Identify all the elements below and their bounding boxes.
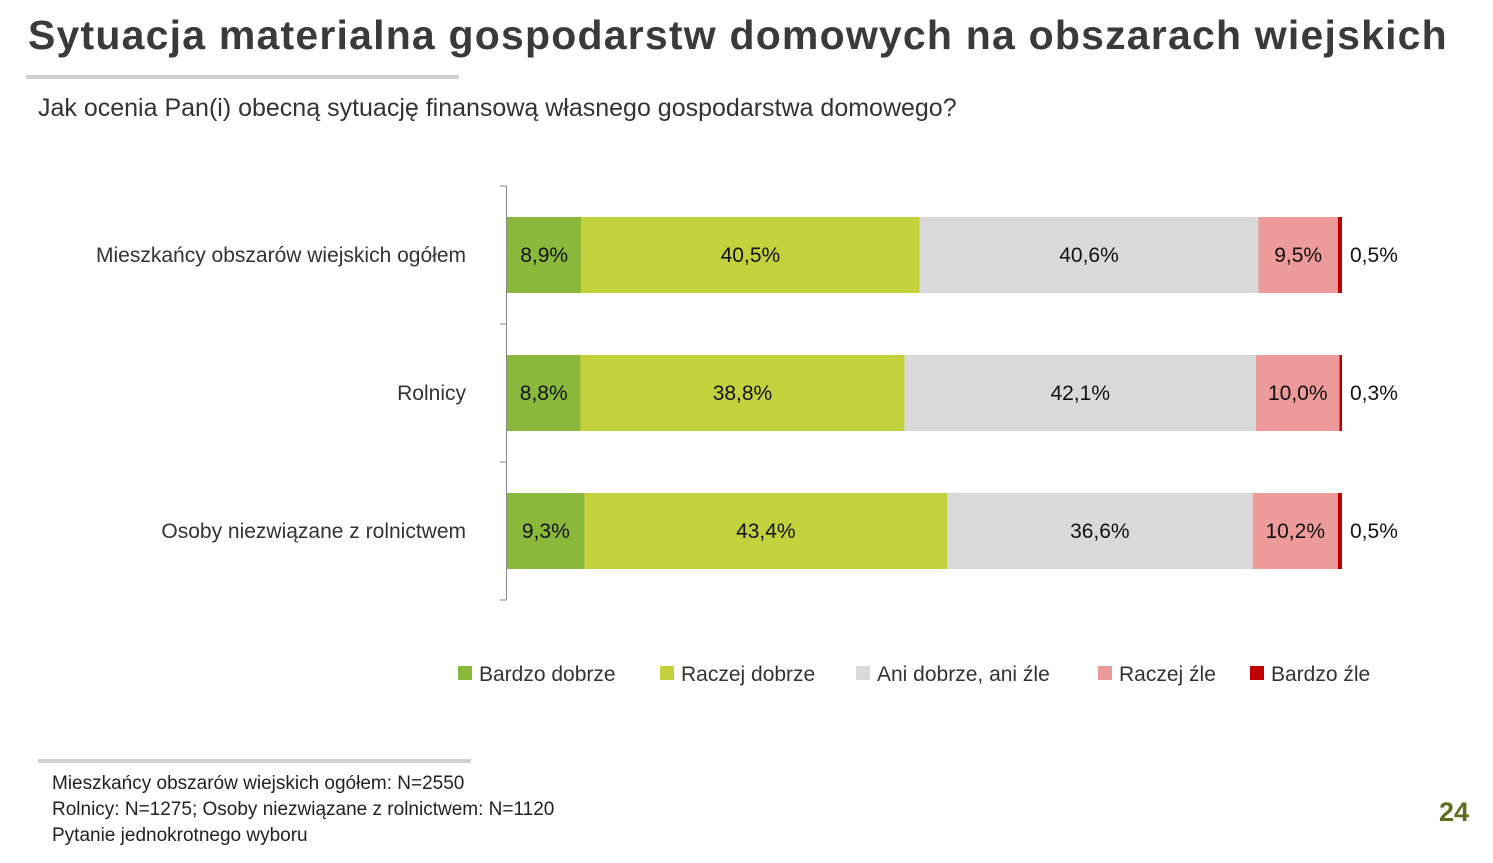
data-label: 36,6% xyxy=(1070,520,1130,543)
data-label: 40,5% xyxy=(721,244,781,267)
bar-segment-raczej-dobrze xyxy=(584,493,948,569)
data-label: 8,8% xyxy=(520,382,568,405)
bar-segment-bardzo-dobrze xyxy=(507,355,581,431)
footer-note-2: Rolnicy: N=1275; Osoby niezwiązane z rol… xyxy=(52,799,555,820)
footer-divider xyxy=(38,759,471,763)
question-subtitle: Jak ocenia Pan(i) obecną sytuację finans… xyxy=(38,94,957,122)
legend-label: Raczej dobrze xyxy=(681,663,815,686)
bar-segment-raczej-le xyxy=(1258,217,1338,293)
bar-segment-ani-dobrze-ani-le xyxy=(947,493,1253,569)
bar-segment-bardzo-le xyxy=(1337,217,1342,293)
bar-segment-ani-dobrze-ani-le xyxy=(904,355,1256,431)
bar-segment-ani-dobrze-ani-le xyxy=(919,217,1259,293)
data-label: 0,5% xyxy=(1350,520,1398,543)
data-label: 38,8% xyxy=(713,382,773,405)
data-label: 0,5% xyxy=(1350,244,1398,267)
bar-segment-bardzo-dobrze xyxy=(507,493,585,569)
data-label: 8,9% xyxy=(520,244,568,267)
legend-label: Bardzo dobrze xyxy=(479,663,616,686)
category-label: Osoby niezwiązane z rolnictwem xyxy=(161,520,466,543)
category-label: Mieszkańcy obszarów wiejskich ogółem xyxy=(96,244,466,267)
title-divider xyxy=(26,75,459,79)
data-label: 10,0% xyxy=(1268,382,1328,405)
data-label: 9,3% xyxy=(522,520,570,543)
bar-segment-bardzo-le xyxy=(1339,355,1342,431)
data-label: 43,4% xyxy=(736,520,796,543)
legend-label: Raczej źle xyxy=(1119,663,1216,686)
page-number: 24 xyxy=(1438,797,1469,827)
legend-swatch xyxy=(458,666,472,680)
legend-swatch xyxy=(1250,666,1264,680)
data-label: 40,6% xyxy=(1059,244,1119,267)
legend-label: Ani dobrze, ani źle xyxy=(877,663,1050,686)
category-label: Rolnicy xyxy=(397,382,466,405)
data-label: 0,3% xyxy=(1350,382,1398,405)
legend-swatch xyxy=(1098,666,1112,680)
bar-segment-raczej-dobrze xyxy=(580,355,905,431)
data-label: 42,1% xyxy=(1050,382,1110,405)
footer-note-3: Pytanie jednokrotnego wyboru xyxy=(52,825,308,846)
slide-title: Sytuacja materialna gospodarstw domowych… xyxy=(28,12,1448,58)
data-label: 9,5% xyxy=(1274,244,1322,267)
legend-swatch xyxy=(856,666,870,680)
bar-segment-raczej-dobrze xyxy=(581,217,920,293)
legend-swatch xyxy=(660,666,674,680)
bar-segment-bardzo-dobrze xyxy=(507,217,582,293)
data-label: 10,2% xyxy=(1265,520,1325,543)
bar-segment-raczej-le xyxy=(1255,355,1340,431)
legend-label: Bardzo źle xyxy=(1271,663,1370,686)
bar-segment-bardzo-le xyxy=(1337,493,1342,569)
bar-segment-raczej-le xyxy=(1252,493,1338,569)
footer-note-1: Mieszkańcy obszarów wiejskich ogółem: N=… xyxy=(52,773,465,794)
